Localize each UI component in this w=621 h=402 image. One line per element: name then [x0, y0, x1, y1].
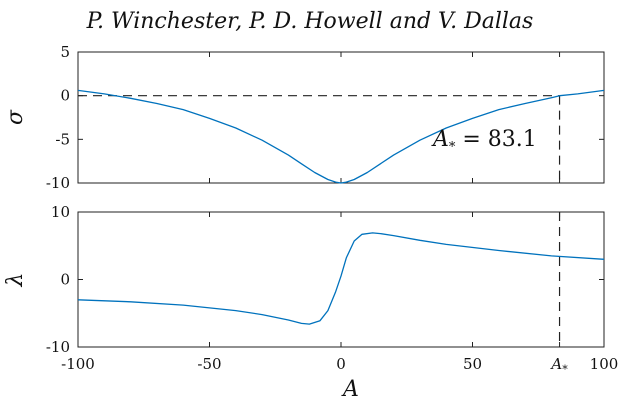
plot-frame [77, 211, 605, 348]
x-axis-label: A [341, 377, 359, 402]
page-header: P. Winchester, P. D. Howell and V. Dalla… [86, 9, 534, 34]
x-tick-label: -50 [197, 355, 221, 373]
annotation-var: A [431, 127, 449, 152]
x-tick-label: 50 [463, 355, 482, 373]
x-tick-label: A* [549, 355, 568, 376]
y-tick-label: -5 [55, 130, 70, 148]
y-tick-label: -10 [46, 174, 70, 192]
x-tick-label: 0 [336, 355, 346, 373]
sigma-panel: 5 0 -5 -10 σ A* = 83.1 [3, 43, 605, 192]
y-tick-label: 5 [60, 43, 70, 61]
y-tick-label: -10 [46, 338, 70, 356]
annotation-subscript: * [449, 140, 456, 155]
a-star-annotation: A* = 83.1 [431, 127, 537, 155]
x-tick-label-subscript: * [562, 363, 568, 376]
x-tick-label: 100 [590, 355, 619, 373]
y-axis-label: σ [3, 109, 28, 125]
y-tick-label: 10 [51, 203, 70, 221]
annotation-value: = 83.1 [455, 127, 536, 152]
y-axis-label: λ [3, 273, 28, 288]
plot-frame [77, 51, 605, 184]
series-line [77, 89, 605, 184]
series-line [77, 232, 605, 325]
y-tick-label: 0 [60, 87, 70, 105]
x-tick-label: -100 [61, 355, 95, 373]
y-tick-label: 0 [60, 271, 70, 289]
